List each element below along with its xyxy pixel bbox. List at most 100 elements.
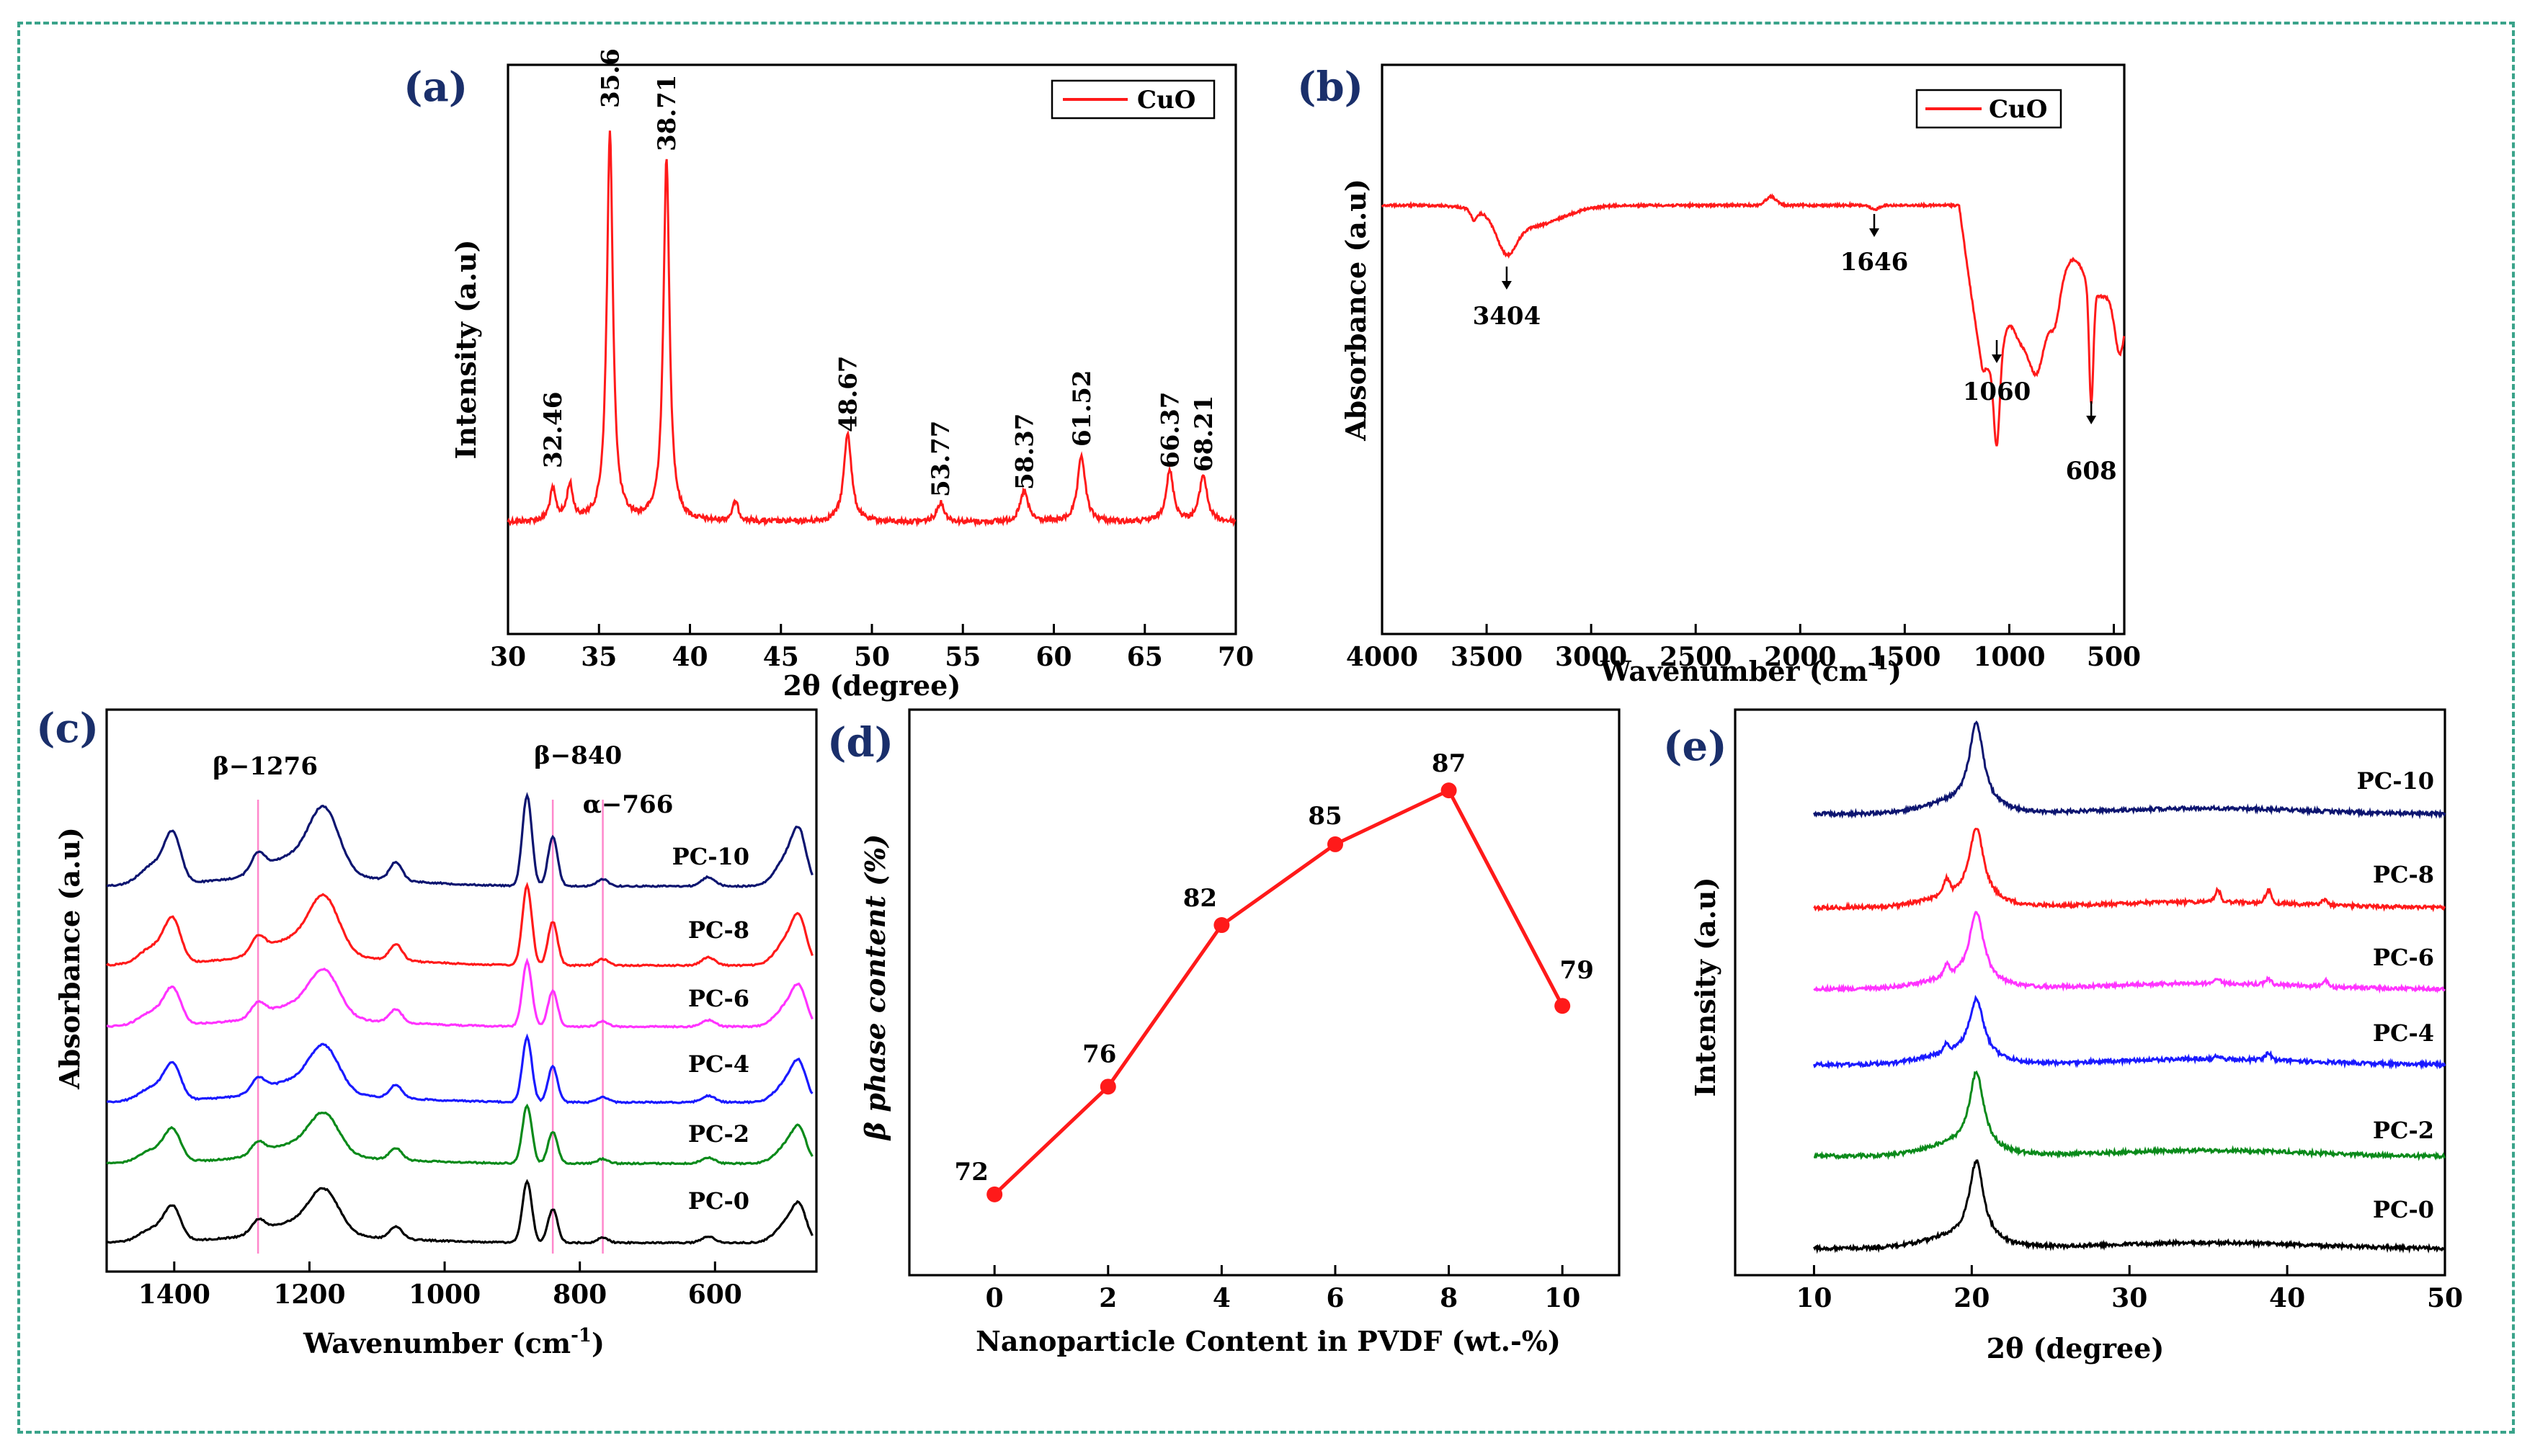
panel-c: (c) 1400 1200 1000 800 600 β−1276 β−840α−766 … [36, 705, 818, 1359]
panel-c-xtick-label: 1400 [138, 1279, 210, 1310]
panel-e-series-pc-8 [1813, 827, 2446, 913]
panel-b-xtick-label: 1500 [1868, 642, 1941, 672]
panel-c-xtick-label: 600 [688, 1279, 742, 1310]
panel-d-point [1213, 917, 1230, 934]
panel-e-xtick-label: 20 [1953, 1283, 1990, 1313]
panel-b-xtick-label: 1000 [1973, 642, 2045, 672]
panel-b-arrowhead [1501, 281, 1512, 290]
panel-a: (a) 30 35 40 45 50 55 60 65 70 32.46 35.6 38.71 48.… [404, 48, 1254, 702]
panel-d-letter: (d) [827, 719, 894, 767]
panel-a-peak-label: 32.46 [539, 392, 568, 468]
panel-c-series-pc-0 [106, 1179, 814, 1245]
panel-d-point-label: 72 [955, 1158, 989, 1187]
panel-a-peak-label: 66.37 [1156, 392, 1185, 468]
panel-a-xtick-label: 55 [945, 642, 981, 672]
panel-a-ylabel: Intensity (a.u) [450, 240, 482, 460]
panel-e-series-pc-2 [1813, 1070, 2446, 1161]
panel-c-ylabel: Absorbance (a.u) [53, 827, 86, 1090]
panel-e-letter: (e) [1663, 723, 1727, 770]
panel-a-xlabel: 2θ (degree) [783, 669, 961, 702]
panel-c-axes-box [105, 708, 818, 1273]
panel-e-xtick-label: 40 [2269, 1283, 2305, 1313]
panel-b-xtick-label: 2500 [1659, 642, 1732, 672]
panel-d-xtick-label: 0 [986, 1283, 1004, 1313]
panel-a-xtick-label: 70 [1218, 642, 1254, 672]
panel-d-points: 72 76 82 85 87 79 [955, 749, 1594, 1202]
panel-d-xtick-label: 6 [1326, 1283, 1344, 1313]
panel-c-series-label: PC-10 [672, 843, 749, 870]
panel-d-point [1100, 1078, 1116, 1095]
panel-e-series-pc-4 [1812, 994, 2446, 1071]
panel-a-xtick-label: 60 [1035, 642, 1072, 672]
panel-a-peak-label: 68.21 [1190, 396, 1219, 472]
figure-frame [17, 22, 2515, 1434]
panel-c-series-pc-6 [106, 957, 814, 1030]
panel-b-peak-labels: 3404 1646 1060 608 [1473, 214, 2117, 486]
panel-d: (d) 0 2 4 6 8 10 72 76 82 85 87 79 Nanoparticle Co… [827, 708, 1621, 1357]
panel-e-series-label: PC-8 [2373, 861, 2434, 888]
panel-a-peak-label: 48.67 [834, 356, 863, 432]
panel-e-xtick-label: 50 [2427, 1283, 2463, 1313]
panel-e-series-label: PC-10 [2357, 767, 2434, 795]
panel-b-arrowhead [2086, 416, 2097, 424]
panel-a-xtick-label: 40 [672, 642, 708, 672]
panel-c-series-label: PC-8 [688, 916, 749, 944]
panel-e-series-label: PC-2 [2373, 1117, 2434, 1144]
panel-b-legend-label: CuO [1989, 95, 2047, 124]
panel-b-ylabel: Absorbance (a.u) [1340, 179, 1372, 442]
panel-e-xtick-label: 30 [2111, 1283, 2147, 1313]
panel-e-series-label: PC-4 [2373, 1019, 2434, 1047]
panel-b-xtick-label: 3000 [1555, 642, 1627, 672]
panel-d-xlabel: Nanoparticle Content in PVDF (wt.-%) [976, 1325, 1561, 1357]
panel-e-series-label: PC-0 [2373, 1196, 2434, 1223]
panel-e-series-pc-0 [1813, 1159, 2446, 1254]
panel-e-axes-box [1734, 708, 2446, 1277]
panel-d-point-label: 82 [1183, 884, 1217, 913]
panel-d-point-label: 76 [1082, 1040, 1116, 1068]
panel-a-letter: (a) [404, 63, 468, 111]
panel-a-peak-label: 53.77 [927, 421, 955, 497]
panel-c-series-pc-8 [105, 881, 814, 968]
panel-d-line [993, 787, 1564, 1196]
panel-e-series-pc-10 [1813, 720, 2446, 820]
panel-d-ylabel: β phase content (%) [859, 834, 891, 1141]
panel-b-axes-box [1381, 63, 2126, 635]
panel-a-legend: CuO [1051, 79, 1216, 120]
panel-e: (e) 10 20 30 40 50 PC-10 PC-8 PC-6 PC-4 PC-2 PC-0… [1663, 708, 2463, 1365]
panel-a-legend-label: CuO [1137, 86, 1195, 115]
panel-a-xtick-label: 35 [581, 642, 617, 672]
panel-e-x-ticks: 10 20 30 40 50 [1796, 1265, 2463, 1313]
panel-d-point [1440, 782, 1457, 799]
panel-c-guides: β−1276 β−840 α−766 [213, 741, 673, 1254]
panel-d-point [1327, 836, 1343, 852]
panel-c-guide-label: α−766 [583, 790, 674, 819]
panel-a-peak-labels: 32.46 35.6 38.71 48.67 53.77 58.37 61.52 66.37 6… [539, 48, 1219, 497]
panel-b-arrowhead [1992, 354, 2002, 363]
panel-c-guide-label: β−840 [534, 741, 622, 770]
panel-a-xtick-label: 45 [763, 642, 799, 672]
panel-d-point-label: 79 [1560, 956, 1594, 985]
panel-b-cuo-series [1381, 193, 2126, 447]
panel-d-point-label: 87 [1432, 749, 1466, 778]
panel-a-x-ticks: 30 35 40 45 50 55 60 65 70 [490, 624, 1254, 672]
panel-b-arrowhead [1868, 228, 1879, 237]
panel-d-xtick-label: 4 [1213, 1283, 1231, 1313]
panel-b-x-ticks: 4000 3500 3000 2500 2000 1500 1000 500 [1346, 624, 2141, 672]
panel-b-letter: (b) [1297, 63, 1363, 111]
panel-c-series-pc-10 [106, 792, 814, 888]
panel-e-series-group: PC-10 PC-8 PC-6 PC-4 PC-2 PC-0 [1812, 720, 2446, 1254]
panel-c-series-label: PC-6 [688, 985, 749, 1012]
panel-b-peak-label: 1646 [1840, 248, 1909, 277]
panel-d-point [1554, 998, 1571, 1014]
panel-a-xtick-label: 50 [854, 642, 890, 672]
panel-c-series-label: PC-2 [688, 1120, 749, 1148]
panel-a-xtick-label: 65 [1127, 642, 1163, 672]
panel-b: (b) 4000 3500 3000 2500 2000 1500 1000 500 3404… [1297, 63, 2141, 687]
panel-c-series-pc-2 [106, 1103, 814, 1166]
panel-c-xlabel: Wavenumber (cm-1) [303, 1325, 605, 1359]
panel-c-xtick-label: 800 [553, 1279, 607, 1310]
panel-e-xtick-label: 10 [1796, 1283, 1832, 1313]
panel-d-xtick-label: 2 [1099, 1283, 1117, 1313]
panel-c-xtick-label: 1000 [409, 1279, 481, 1310]
